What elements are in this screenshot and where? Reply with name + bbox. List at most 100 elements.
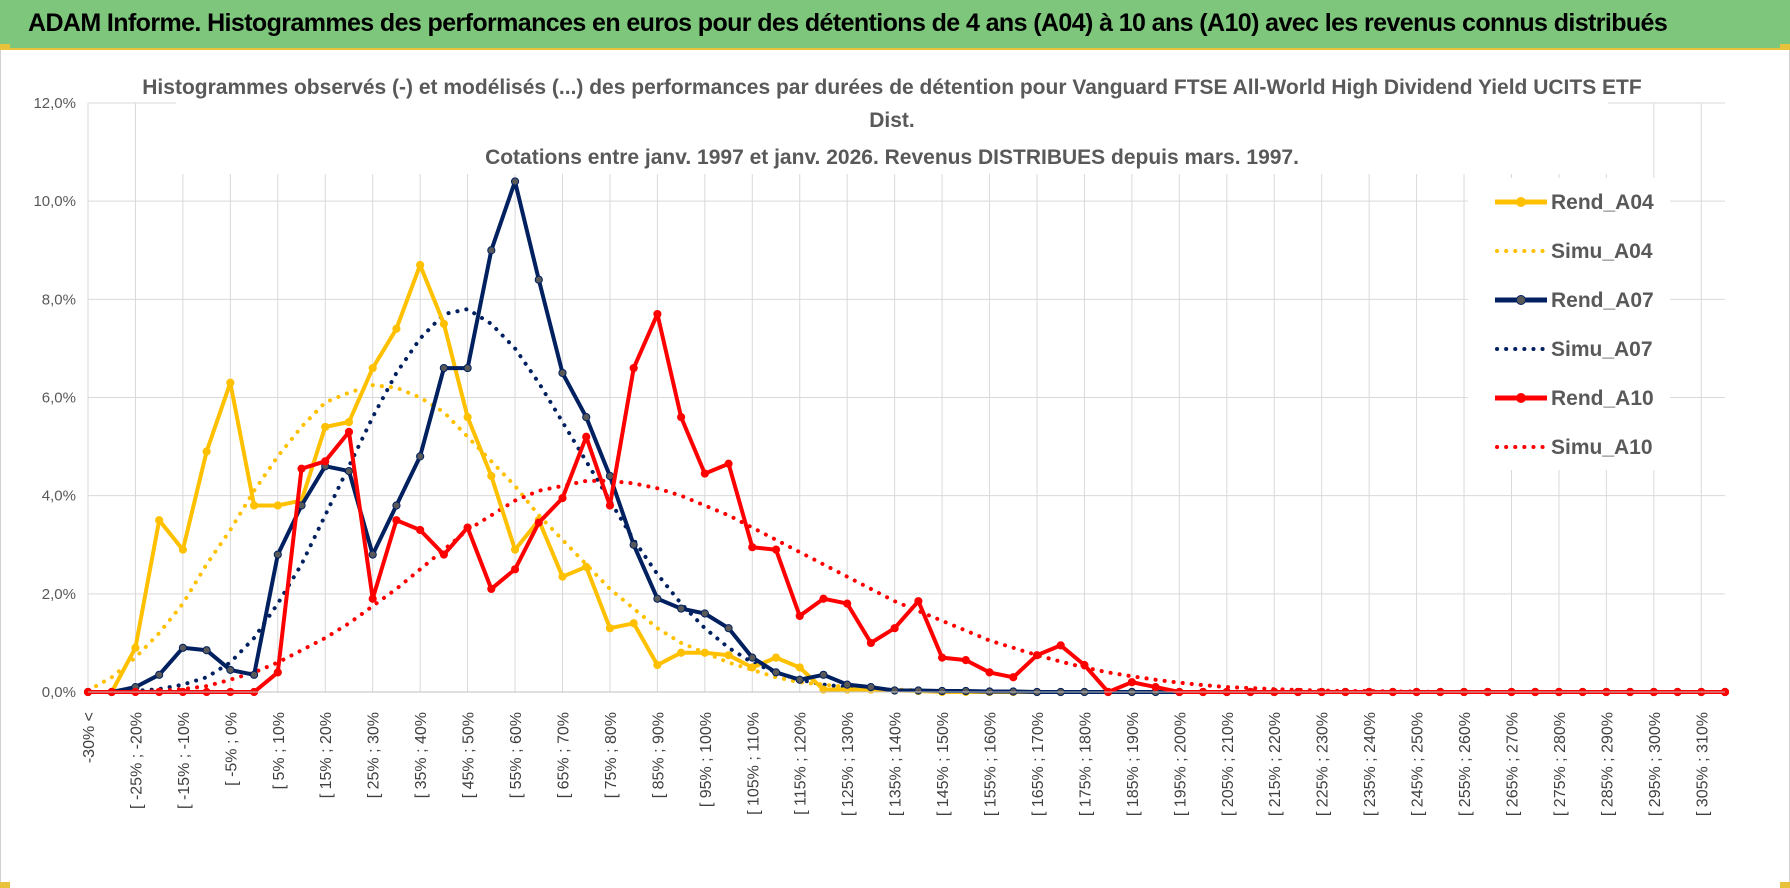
x-tick-label: [ 85% ; 90% bbox=[650, 712, 667, 798]
y-axis: 0,0% 2,0% 4,0% 6,0% 8,0% 10,0% 12,0% bbox=[33, 95, 76, 701]
data-point bbox=[819, 685, 828, 694]
x-tick-label: [ 185% ; 190% bbox=[1125, 712, 1142, 816]
legend-item-simu-a04: Simu_A04 bbox=[1495, 240, 1653, 263]
x-tick-label: [ 205% ; 210% bbox=[1220, 712, 1237, 816]
x-tick-label: [ 235% ; 240% bbox=[1362, 712, 1379, 816]
data-point bbox=[321, 457, 330, 466]
corner-mark bbox=[1780, 882, 1790, 888]
x-tick-label: [ 105% ; 110% bbox=[745, 712, 762, 815]
data-point bbox=[510, 545, 520, 554]
data-point bbox=[416, 452, 425, 461]
data-point bbox=[653, 660, 662, 670]
legend-marker bbox=[1516, 197, 1526, 207]
data-point bbox=[605, 471, 615, 481]
data-point bbox=[510, 565, 520, 574]
data-point bbox=[677, 604, 686, 613]
x-tick-label: [ -15% ; -10% bbox=[176, 712, 193, 809]
x-tick-label: [ 15% ; 20% bbox=[318, 712, 335, 798]
legend-marker bbox=[1516, 295, 1526, 305]
data-point bbox=[700, 469, 709, 478]
data-point bbox=[724, 624, 733, 633]
x-tick-label: [ -25% ; -20% bbox=[128, 712, 145, 809]
data-point bbox=[178, 643, 187, 652]
data-point bbox=[700, 648, 709, 657]
x-tick-label: [ 65% ; 70% bbox=[555, 712, 572, 798]
data-point bbox=[748, 663, 757, 672]
x-tick-label: [ 25% ; 30% bbox=[366, 712, 383, 798]
legend-item-simu-a10: Simu_A10 bbox=[1495, 436, 1653, 459]
legend-label: Rend_A04 bbox=[1551, 191, 1654, 214]
data-point bbox=[226, 378, 235, 387]
data-point bbox=[155, 670, 164, 679]
legend-label: Simu_A10 bbox=[1551, 436, 1653, 459]
data-point bbox=[724, 459, 733, 468]
data-point bbox=[961, 686, 970, 696]
data-point bbox=[795, 675, 804, 684]
data-point bbox=[795, 663, 804, 672]
data-point bbox=[653, 594, 662, 603]
chart-title-line-1: Histogrammes observés (-) et modélisés (… bbox=[142, 76, 1642, 99]
legend-item-rend-a10: Rend_A10 bbox=[1495, 387, 1654, 410]
x-tick-label: [ 5% ; 10% bbox=[271, 712, 288, 789]
data-point bbox=[155, 516, 164, 525]
data-point bbox=[985, 668, 994, 677]
data-point bbox=[202, 447, 211, 456]
data-point bbox=[677, 648, 686, 657]
data-point bbox=[748, 653, 757, 662]
data-point bbox=[534, 275, 543, 284]
data-point bbox=[202, 646, 211, 655]
y-tick-label: 6,0% bbox=[42, 390, 76, 407]
x-tick-label: [ 245% ; 250% bbox=[1410, 712, 1427, 816]
legend-item-rend-a07: Rend_A07 bbox=[1495, 289, 1654, 312]
x-tick-label: [ 305% ; 310% bbox=[1694, 712, 1711, 816]
data-point bbox=[937, 686, 947, 696]
data-point bbox=[890, 686, 899, 695]
x-tick-label: [ 295% ; 300% bbox=[1647, 712, 1664, 816]
data-point bbox=[629, 619, 638, 628]
x-tick-label: [ 55% ; 60% bbox=[508, 712, 525, 798]
x-tick-label: [ 35% ; 40% bbox=[413, 712, 430, 798]
data-point bbox=[439, 319, 448, 328]
data-point bbox=[273, 668, 282, 677]
x-tick-label: [ 165% ; 170% bbox=[1030, 712, 1047, 816]
y-tick-label: 0,0% bbox=[42, 684, 76, 701]
x-tick-label: [ 95% ; 100% bbox=[698, 712, 715, 807]
data-point bbox=[463, 523, 472, 532]
data-point bbox=[178, 545, 187, 554]
x-tick-label: [ 45% ; 50% bbox=[461, 712, 478, 798]
data-point bbox=[605, 501, 615, 510]
data-point bbox=[487, 246, 496, 255]
data-point bbox=[771, 668, 781, 677]
data-point bbox=[558, 572, 567, 581]
x-tick-label: [ 265% ; 270% bbox=[1504, 712, 1521, 816]
data-point bbox=[487, 584, 496, 594]
data-point bbox=[605, 624, 615, 633]
data-point bbox=[914, 597, 923, 606]
x-tick-label: [ 255% ; 260% bbox=[1457, 712, 1474, 816]
corner-mark bbox=[0, 44, 10, 50]
corner-mark bbox=[1780, 44, 1790, 50]
data-point bbox=[582, 432, 591, 441]
data-point bbox=[392, 324, 401, 333]
data-point bbox=[1056, 641, 1065, 650]
x-axis: -30% < [ -25% ; -20% [ -15% ; -10% [ -5% ; … bbox=[81, 691, 1725, 816]
data-point bbox=[843, 599, 852, 608]
chart-title-line-3: Cotations entre janv. 1997 et janv. 2026… bbox=[485, 146, 1299, 169]
data-point bbox=[866, 682, 876, 692]
legend-label: Simu_A07 bbox=[1551, 338, 1653, 361]
data-point bbox=[273, 550, 282, 559]
data-point bbox=[771, 653, 781, 662]
y-tick-label: 10,0% bbox=[33, 193, 76, 210]
banner-title: ADAM Informe. Histogrammes des performan… bbox=[28, 9, 1668, 37]
legend-label: Rend_A10 bbox=[1551, 387, 1654, 410]
data-point bbox=[582, 413, 591, 422]
data-point bbox=[249, 501, 259, 510]
y-tick-label: 4,0% bbox=[42, 488, 76, 505]
data-point bbox=[700, 609, 709, 618]
chart-title-line-2: Dist. bbox=[869, 109, 915, 132]
data-point bbox=[226, 665, 235, 675]
banner: ADAM Informe. Histogrammes des performan… bbox=[0, 0, 1790, 50]
corner-mark bbox=[0, 882, 10, 888]
data-point bbox=[344, 467, 354, 476]
